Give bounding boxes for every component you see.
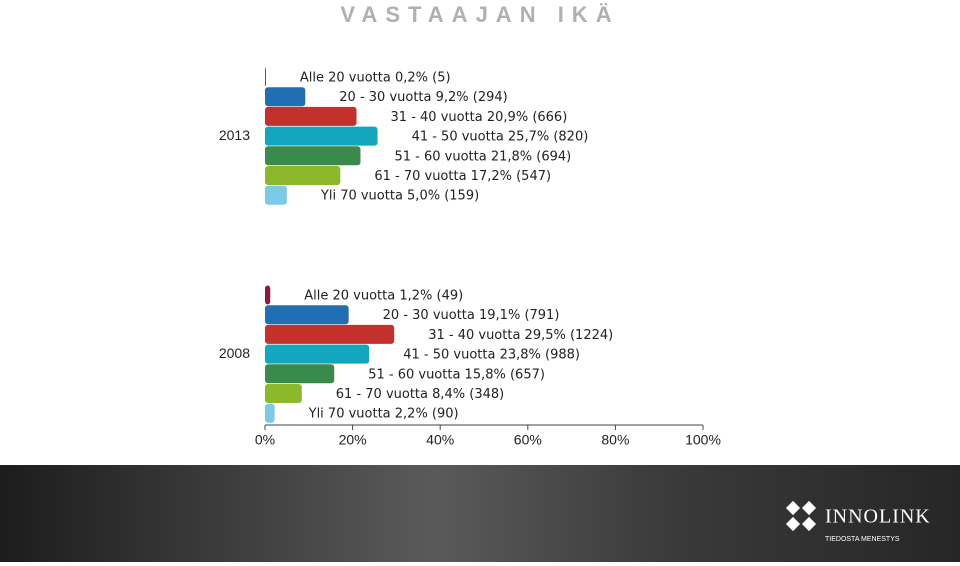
value-label: 31 - 40 vuotta 29,5% (1224): [428, 328, 613, 343]
value-label: 51 - 60 vuotta 15,8% (657): [368, 367, 545, 382]
x-tick-label: 40%: [426, 432, 454, 448]
bar: [265, 87, 306, 107]
logo-icon: [785, 500, 817, 532]
bar: [265, 305, 349, 325]
chart-title: VASTAAJAN IKÄ: [340, 2, 619, 27]
bar: [265, 166, 341, 185]
value-label: 41 - 50 vuotta 23,8% (988): [403, 348, 580, 363]
group-label: 2013: [219, 127, 250, 143]
bar: [265, 403, 275, 423]
bar: [265, 324, 395, 344]
bar: [265, 126, 378, 146]
x-tick-label: 0%: [255, 432, 275, 448]
x-tick-label: 60%: [514, 432, 542, 448]
value-label: Alle 20 vuotta 0,2% (5): [300, 71, 451, 86]
value-label: 31 - 40 vuotta 20,9% (666): [391, 110, 568, 125]
value-label: 41 - 50 vuotta 25,7% (820): [412, 130, 589, 145]
value-label: Yli 70 vuotta 2,2% (90): [308, 407, 459, 422]
bar: [265, 364, 335, 384]
bar: [265, 185, 287, 205]
value-label: Alle 20 vuotta 1,2% (49): [304, 289, 463, 304]
bar: [265, 67, 266, 87]
value-label: 20 - 30 vuotta 9,2% (294): [339, 90, 507, 105]
x-tick-label: 100%: [685, 432, 721, 448]
bar: [265, 106, 357, 126]
value-label: Yli 70 vuotta 5,0% (159): [320, 189, 479, 204]
footer-band: [0, 465, 960, 562]
value-label: 20 - 30 vuotta 19,1% (791): [383, 308, 560, 323]
bar: [265, 344, 370, 364]
logo-tagline: Tiedosta Menestys: [825, 536, 900, 543]
bar: [265, 285, 271, 305]
value-label: 61 - 70 vuotta 8,4% (348): [336, 387, 504, 402]
value-label: 61 - 70 vuotta 17,2% (547): [374, 169, 551, 184]
x-tick-label: 80%: [601, 432, 629, 448]
logo-name: INNOLINK: [825, 506, 931, 528]
bar: [265, 146, 361, 166]
x-tick-label: 20%: [339, 432, 367, 448]
value-label: 51 - 60 vuotta 21,8% (694): [394, 149, 571, 164]
bar: [265, 384, 302, 403]
group-label: 2008: [219, 345, 250, 361]
